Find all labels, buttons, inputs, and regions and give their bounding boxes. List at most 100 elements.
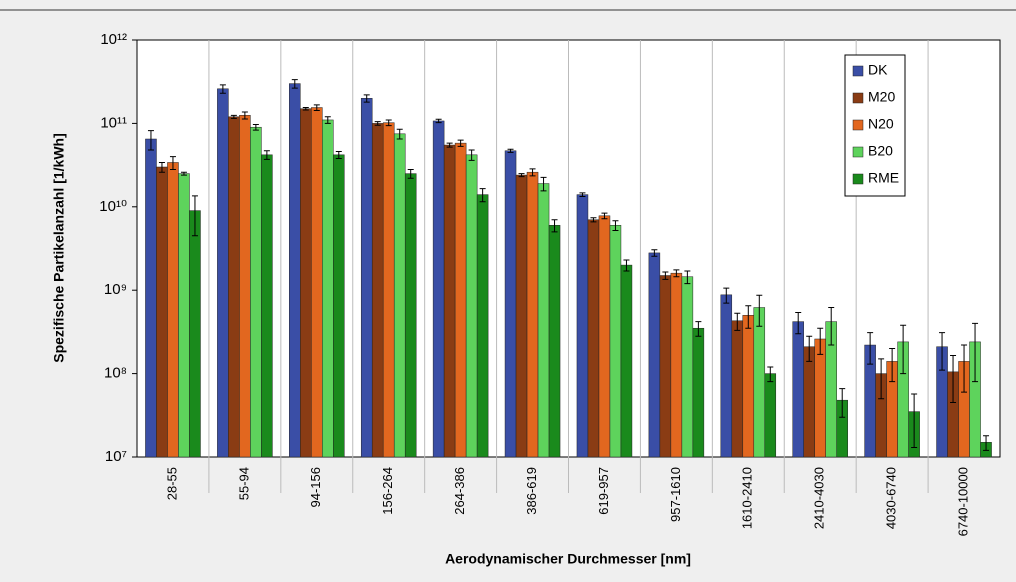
error-bar (518, 173, 525, 178)
x-tick-label: 386-619 (524, 467, 539, 515)
error-bar (551, 219, 558, 233)
bar (443, 144, 456, 458)
x-tick-label: 2410-4030 (812, 467, 827, 529)
error-bar (590, 217, 597, 223)
error-bar (468, 149, 475, 161)
legend-swatch (852, 65, 864, 77)
error-bar (302, 107, 309, 111)
bar (548, 225, 561, 458)
error-bar (446, 142, 453, 148)
x-tick-label: 1610-2410 (740, 467, 755, 529)
error-bar (651, 249, 658, 257)
bar (753, 307, 766, 458)
bar (720, 294, 733, 458)
y-tick-label: 10⁷ (105, 448, 127, 465)
bar (587, 219, 600, 458)
bar (681, 276, 694, 458)
bar (476, 194, 489, 458)
error-bar (950, 354, 957, 404)
y-tick-label: 10¹⁰ (99, 198, 127, 215)
x-tick-label: 619-957 (596, 467, 611, 515)
error-bar (983, 435, 990, 451)
error-bar (540, 176, 547, 192)
error-bar (291, 79, 298, 89)
bar (515, 174, 528, 458)
bar (620, 264, 633, 458)
error-bar (939, 332, 946, 371)
error-bar (695, 321, 702, 337)
bar (250, 126, 262, 458)
error-bar (878, 358, 885, 400)
bar (360, 98, 373, 458)
legend-label: RME (868, 170, 899, 186)
error-bar (867, 332, 874, 365)
bar (670, 272, 683, 458)
bar (322, 119, 334, 458)
error-bar (374, 121, 381, 126)
error-bar (579, 192, 586, 197)
error-bar (457, 139, 464, 147)
error-bar (745, 305, 752, 329)
bar (454, 142, 467, 458)
legend-label: B20 (868, 143, 893, 159)
bar (189, 210, 201, 458)
x-tick-label: 94-156 (308, 467, 323, 507)
x-tick-label: 4030-6740 (884, 467, 899, 529)
y-tick-label: 10¹¹ (100, 114, 127, 131)
error-bar (396, 128, 403, 140)
bar (731, 320, 744, 458)
legend-swatch (852, 119, 864, 131)
error-bar (385, 119, 392, 127)
error-bar (828, 307, 835, 346)
bar (803, 346, 815, 458)
error-bar (723, 287, 730, 304)
x-tick-label: 264-386 (452, 467, 467, 515)
bar (764, 373, 777, 458)
bar (659, 275, 672, 458)
bar (156, 166, 168, 458)
legend-label: DK (868, 62, 888, 78)
error-bar (158, 161, 165, 173)
legend-swatch (852, 92, 864, 104)
error-bar (817, 327, 824, 355)
x-tick-label: 55-94 (236, 467, 251, 500)
error-bar (324, 116, 331, 124)
error-bar (684, 270, 691, 285)
bar (814, 338, 826, 458)
bar (239, 115, 251, 458)
error-bar (169, 156, 176, 171)
error-bar (767, 366, 774, 383)
bar (742, 315, 755, 458)
error-bar (889, 347, 896, 383)
x-tick-label: 957-1610 (668, 467, 683, 522)
bar (371, 123, 384, 458)
legend-swatch (852, 173, 864, 185)
error-bar (673, 269, 680, 278)
legend-label: M20 (868, 89, 895, 105)
error-bar (911, 393, 918, 448)
x-tick-label: 6740-10000 (955, 467, 970, 536)
bar (432, 120, 445, 458)
error-bar (241, 111, 248, 120)
error-bar (734, 312, 741, 331)
bar (145, 138, 157, 458)
error-bar (972, 322, 979, 383)
error-bar (795, 312, 802, 335)
error-bar (263, 150, 270, 160)
bar (167, 162, 179, 458)
error-bar (230, 114, 237, 119)
bar (792, 321, 804, 458)
error-bar (180, 171, 187, 176)
y-tick-label: 10¹² (100, 31, 127, 48)
bar (333, 154, 345, 458)
error-bar (435, 118, 442, 124)
error-bar (612, 220, 619, 231)
bar (609, 225, 622, 458)
bar (576, 194, 589, 458)
y-axis-label: Spezifische Partikelanzahl [1/kWh] (51, 133, 67, 363)
error-bar (900, 324, 907, 375)
error-bar (507, 148, 514, 153)
bar (526, 171, 539, 458)
bar (404, 173, 417, 458)
